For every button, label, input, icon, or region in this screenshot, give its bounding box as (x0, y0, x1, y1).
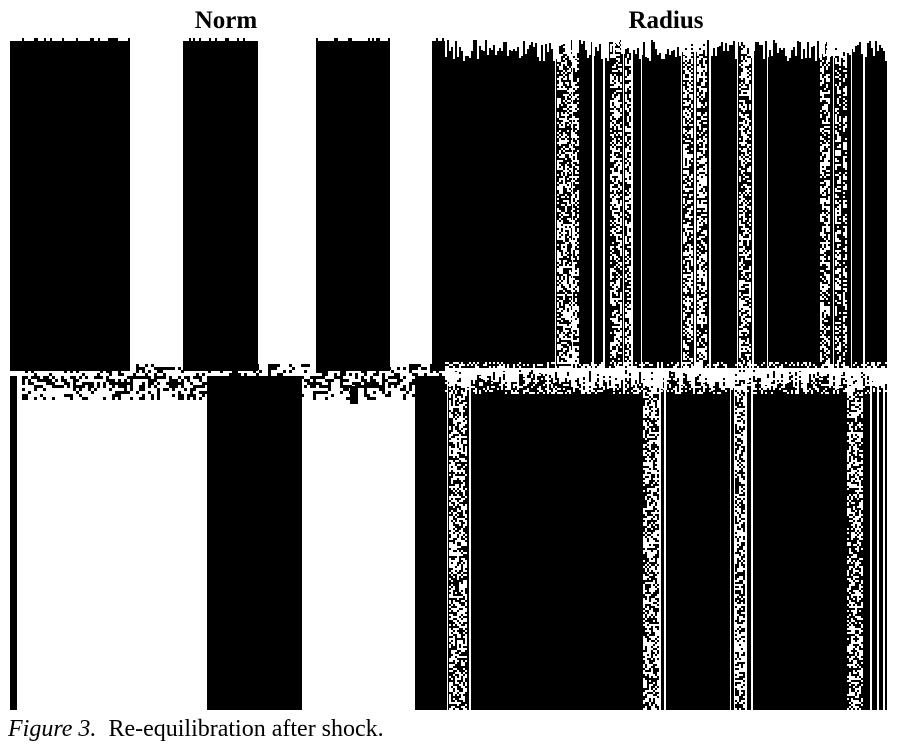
norm-bottom-band (10, 376, 17, 710)
radius-line (870, 368, 872, 710)
radius-line (659, 368, 661, 710)
norm-bottom-band (415, 376, 445, 710)
norm-top-band (316, 41, 390, 371)
radius-noise-column (573, 38, 579, 368)
norm-raster-image (10, 38, 445, 710)
figure-caption-label: Figure 3. (8, 716, 97, 742)
radius-noise-column (697, 38, 707, 368)
radius-line (863, 38, 865, 368)
radius-line (730, 368, 731, 710)
radius-noise-column (449, 368, 467, 710)
radius-line (469, 368, 471, 710)
radius-line (709, 38, 711, 368)
radius-line (631, 38, 633, 368)
radius-noise-column (643, 368, 659, 710)
norm-raster-plot (10, 38, 445, 710)
radius-noise-column (843, 38, 847, 364)
radius-line (737, 38, 738, 368)
radius-line (767, 38, 768, 368)
radius-noise-column (820, 38, 830, 368)
radius-noise-column (610, 38, 622, 368)
figure-caption-text: Re-equilibration after shock. (108, 716, 384, 742)
norm-top-band (183, 41, 258, 371)
radius-line (681, 38, 682, 368)
radius-line (664, 368, 666, 710)
radius-noise-column (847, 368, 863, 710)
radius-line (592, 38, 594, 368)
radius-line (694, 38, 696, 368)
radius-line (572, 38, 573, 368)
radius-line (751, 368, 753, 710)
panel-title-norm: Norm (194, 7, 258, 34)
radius-line (603, 38, 605, 368)
norm-top-band (10, 41, 130, 371)
panel-title-radius: Radius (628, 7, 704, 34)
radius-line (877, 368, 879, 710)
radius-line (734, 368, 735, 710)
radius-raster-plot (445, 38, 887, 710)
radius-line (555, 38, 556, 368)
radius-line (883, 368, 885, 710)
norm-top-band (432, 41, 445, 371)
radius-line (752, 38, 754, 368)
radius-line (851, 38, 852, 368)
radius-line (641, 38, 642, 368)
radius-noise-column (835, 38, 841, 366)
radius-noise-column (625, 38, 631, 368)
radius-raster-image (445, 38, 887, 710)
radius-line (833, 38, 834, 368)
radius-noise-column (735, 368, 745, 710)
radius-line (745, 368, 747, 710)
figure-caption: Figure 3. Re-equilibration after shock. (8, 716, 384, 743)
radius-noise-column (739, 38, 751, 368)
radius-line (623, 38, 624, 368)
norm-bottom-band (207, 376, 302, 710)
radius-line (447, 368, 448, 710)
